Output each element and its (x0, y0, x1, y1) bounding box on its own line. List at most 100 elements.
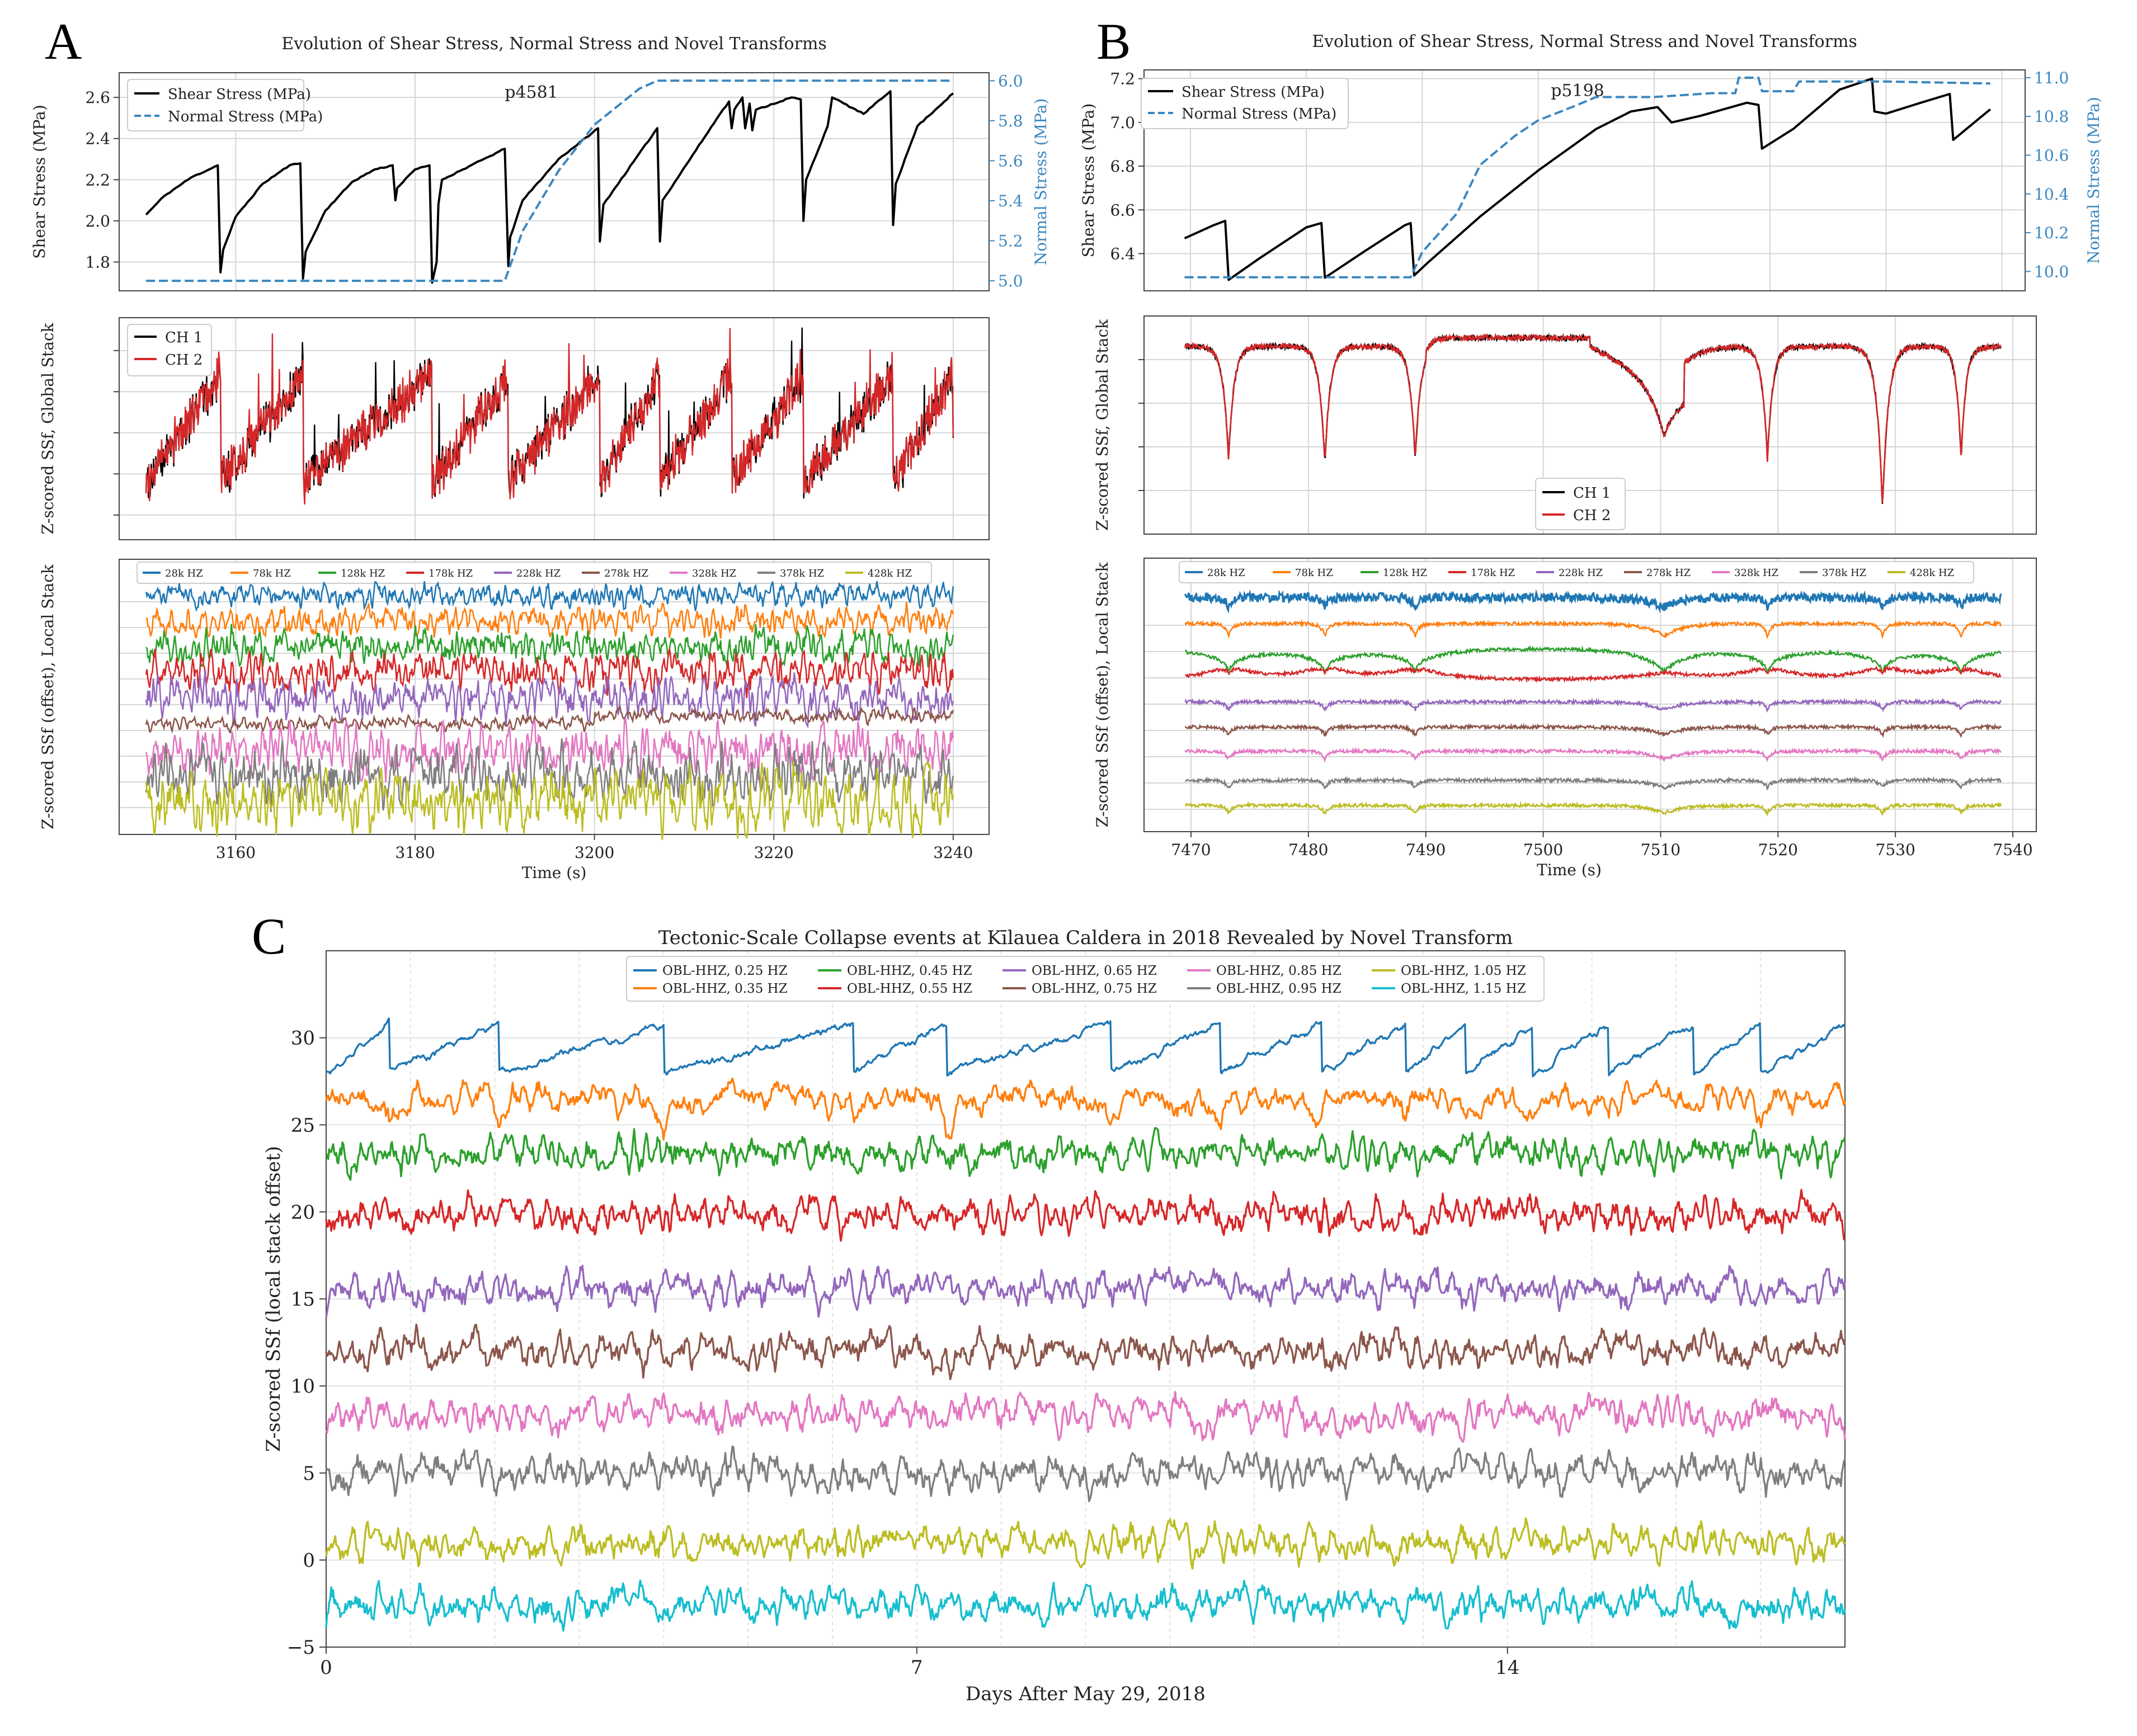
x-tick-label: 3200 (575, 843, 614, 862)
x-tick-label: 3160 (216, 843, 256, 862)
panel-b2-ylabel: Z-scored SSf, Global Stack (1093, 319, 1112, 531)
panel-a-legend-box (127, 79, 304, 131)
legend-label: CH 2 (165, 352, 203, 369)
legend-label: 28k HZ (165, 568, 203, 579)
x-tick-label: 7540 (1993, 841, 2032, 859)
series-line (325, 1517, 1846, 1570)
y-right-tick-label: 10.2 (2034, 224, 2069, 242)
legend-label: OBL-HHZ, 0.75 HZ (1032, 982, 1157, 996)
panel-a-ylabel: Shear Stress (MPa) (30, 105, 49, 259)
y-tick-label: 1.8 (85, 253, 110, 271)
legend-label: 278k HZ (604, 568, 648, 579)
panel-a3-legend-box (136, 562, 932, 584)
series-line (1184, 76, 1990, 279)
legend-label: 78k HZ (1295, 567, 1333, 579)
legend-label: Shear Stress (MPa) (1182, 84, 1325, 101)
series-line (325, 1579, 1846, 1632)
panel-c-legend-box (626, 956, 1545, 1002)
y-tick-label: 20 (291, 1201, 315, 1224)
series-line (1184, 697, 2002, 713)
y-tick-label: 2.2 (85, 171, 110, 189)
legend-label: 278k HZ (1646, 567, 1691, 579)
series-line (325, 1265, 1846, 1318)
y-tick-label: 6.6 (1110, 201, 1135, 219)
series-line (145, 761, 954, 840)
legend-label: OBL-HHZ, 0.85 HZ (1216, 964, 1341, 978)
series-line (145, 624, 954, 668)
legend-label: 328k HZ (692, 568, 736, 579)
y-tick-label: 7.2 (1110, 70, 1135, 88)
x-tick-label: 3220 (754, 843, 794, 862)
legend-label: 128k HZ (1383, 567, 1427, 579)
series-line (145, 669, 954, 729)
series-line (1184, 77, 1992, 281)
series-line (1184, 800, 2002, 817)
legend-label: OBL-HHZ, 0.95 HZ (1216, 982, 1341, 996)
legend-label: 128k HZ (341, 568, 385, 579)
y-right-tick-label: 5.6 (998, 152, 1023, 170)
panel-c-title: Tectonic-Scale Collapse events at Kīlaue… (658, 927, 1513, 949)
legend-label: 178k HZ (429, 568, 473, 579)
panel-a-annotation: p4581 (505, 83, 558, 102)
panel-a-title: Evolution of Shear Stress, Normal Stress… (281, 34, 827, 54)
series-line (145, 717, 954, 782)
y-tick-label: 25 (291, 1114, 315, 1136)
y-tick-label: 15 (291, 1289, 315, 1311)
series-line (1184, 776, 2002, 791)
y-tick-label: 5 (303, 1463, 315, 1485)
legend-label: 228k HZ (1559, 567, 1603, 579)
panel-c-ylabel: Z-scored SSf (local stack offset) (262, 1146, 285, 1452)
x-tick-label: 7480 (1288, 841, 1328, 859)
panel-a-xlabel: Time (s) (522, 864, 587, 882)
y-right-tick-label: 5.8 (998, 112, 1023, 130)
y-tick-label: −5 (287, 1636, 315, 1659)
y-tick-label: 2.0 (85, 212, 110, 230)
legend-label: OBL-HHZ, 1.05 HZ (1401, 964, 1526, 978)
y-tick-label: 2.6 (85, 88, 110, 107)
legend-label: CH 1 (1573, 485, 1611, 502)
y-tick-label: 6.4 (1110, 245, 1135, 263)
series-line (145, 738, 954, 813)
panel-b-title: Evolution of Shear Stress, Normal Stress… (1312, 32, 1857, 51)
series-line (145, 601, 954, 639)
legend-label: Normal Stress (MPa) (168, 108, 323, 125)
series-line (146, 79, 953, 282)
x-tick-label: 7490 (1406, 841, 1446, 859)
y-right-tick-label: 5.4 (998, 192, 1023, 210)
y-tick-label: 0 (303, 1549, 315, 1572)
legend-label: Normal Stress (MPa) (1182, 106, 1336, 122)
series-line (1184, 645, 2002, 673)
series-line (145, 90, 954, 284)
panel-b3-ylabel: Z-scored SSf (offset), Local Stack (1093, 562, 1112, 828)
y-tick-label: 2.4 (85, 130, 110, 148)
x-tick-label: 7 (911, 1657, 923, 1679)
series-line (326, 1445, 1846, 1502)
series-line (325, 1323, 1846, 1380)
y-right-tick-label: 6.0 (998, 72, 1023, 90)
panel-a3-ylabel: Z-scored SSf (offset), Local Stack (39, 564, 57, 829)
legend-label: OBL-HHZ, 0.55 HZ (847, 982, 972, 996)
panel-a-ylabel-right: Normal Stress (MPa) (1032, 98, 1050, 266)
series-line (145, 581, 954, 612)
panel-b-ylabel: Shear Stress (MPa) (1079, 103, 1098, 258)
x-tick-label: 3180 (395, 843, 435, 862)
x-tick-label: 7530 (1876, 841, 1915, 859)
legend-label: CH 2 (1573, 507, 1611, 524)
panel-letter-b: B (1096, 13, 1131, 70)
legend-label: OBL-HHZ, 1.15 HZ (1401, 982, 1526, 996)
series-line (1184, 723, 2002, 738)
y-right-tick-label: 10.8 (2034, 107, 2069, 126)
y-right-tick-label: 5.2 (998, 232, 1023, 251)
legend-label: OBL-HHZ, 0.25 HZ (662, 964, 788, 978)
legend-label: 178k HZ (1471, 567, 1515, 579)
legend-label: 378k HZ (1822, 567, 1866, 579)
legend-label: OBL-HHZ, 0.65 HZ (1032, 964, 1157, 978)
panel-letter-c: C (252, 908, 286, 965)
legend-label: 328k HZ (1734, 567, 1778, 579)
panel-b3-legend-box (1179, 561, 1974, 583)
y-tick-label: 10 (291, 1375, 315, 1398)
panel-a2-ylabel: Z-scored SSf, Global Stack (39, 322, 57, 534)
y-right-tick-label: 5.0 (998, 272, 1023, 290)
legend-label: 78k HZ (253, 568, 291, 579)
legend-label: OBL-HHZ, 0.45 HZ (847, 964, 972, 978)
